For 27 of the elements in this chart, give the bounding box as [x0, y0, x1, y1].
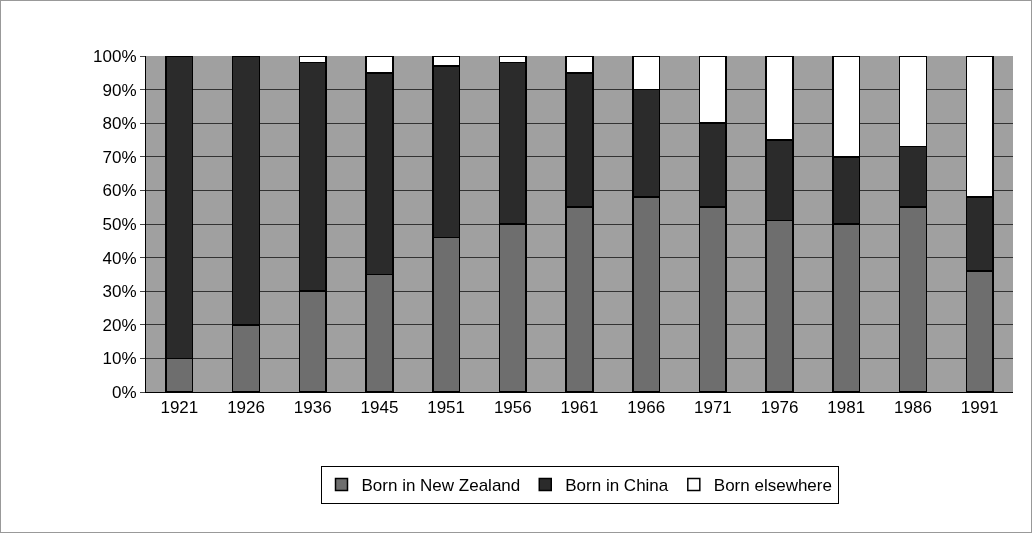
- x-tick-label: 1991: [960, 398, 999, 418]
- y-tick-label: 30%: [102, 282, 137, 302]
- legend-label: Born in New Zealand: [361, 476, 521, 496]
- legend-label: Born in China: [565, 476, 669, 496]
- x-tick-label: 1976: [760, 398, 799, 418]
- y-tick-label: 0%: [112, 382, 137, 402]
- x-tick-label: 1945: [360, 398, 399, 418]
- x-tick-label: 1971: [693, 398, 732, 418]
- x-tick-label: 1956: [493, 398, 532, 418]
- x-tick-label: 1921: [160, 398, 199, 418]
- x-tick-label: 1961: [560, 398, 599, 418]
- x-tick-label: 1936: [293, 398, 332, 418]
- y-tick-label: 60%: [102, 181, 137, 201]
- x-tick-label: 1926: [227, 398, 265, 418]
- legend-label: Born elsewhere: [713, 476, 832, 496]
- x-tick-label: 1951: [427, 398, 466, 418]
- y-tick-label: 90%: [102, 80, 137, 100]
- y-tick-label: 40%: [102, 248, 137, 268]
- x-tick-label: 1981: [827, 398, 866, 418]
- x-tick-label: 1986: [894, 398, 932, 418]
- x-tick-label: 1966: [627, 398, 666, 418]
- y-tick-label: 100%: [93, 46, 137, 66]
- y-tick-label: 80%: [102, 114, 137, 134]
- y-tick-label: 70%: [102, 147, 137, 167]
- y-tick-label: 50%: [102, 214, 137, 234]
- y-tick-label: 20%: [102, 315, 137, 335]
- y-tick-label: 10%: [102, 349, 137, 369]
